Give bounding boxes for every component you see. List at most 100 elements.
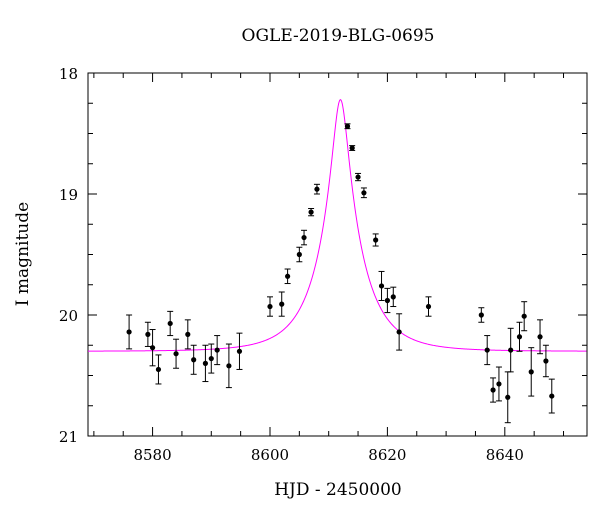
data-point bbox=[236, 332, 243, 370]
data-point bbox=[516, 321, 523, 352]
data-marker bbox=[361, 190, 367, 196]
axis-ticks bbox=[88, 72, 587, 437]
data-point bbox=[190, 344, 197, 375]
data-marker bbox=[543, 358, 549, 364]
data-marker bbox=[314, 186, 320, 192]
chart-title: OGLE-2019-BLG-0695 bbox=[242, 26, 435, 46]
data-marker bbox=[301, 234, 307, 241]
data-point bbox=[173, 338, 180, 369]
data-point bbox=[202, 344, 209, 383]
y-tick-label: 20 bbox=[59, 307, 78, 325]
data-marker bbox=[528, 369, 534, 375]
data-point bbox=[126, 314, 133, 350]
data-marker bbox=[191, 357, 197, 363]
data-point bbox=[155, 354, 162, 385]
data-marker bbox=[214, 347, 220, 353]
data-marker bbox=[208, 355, 214, 362]
data-marker bbox=[549, 393, 555, 399]
model-curve bbox=[87, 98, 587, 352]
data-point bbox=[208, 343, 215, 374]
plot-area: 8580 8600 8620 8640 18 19 20 21 bbox=[59, 65, 588, 464]
data-point bbox=[214, 335, 221, 366]
data-marker bbox=[202, 360, 209, 366]
data-point bbox=[495, 366, 502, 402]
data-point bbox=[396, 313, 403, 351]
data-marker bbox=[490, 387, 496, 393]
data-point bbox=[184, 319, 191, 350]
data-marker bbox=[226, 363, 232, 369]
data-marker bbox=[344, 123, 351, 129]
data-point bbox=[349, 145, 356, 151]
data-point bbox=[378, 270, 385, 301]
data-marker bbox=[236, 348, 243, 354]
data-marker bbox=[126, 329, 132, 335]
data-marker bbox=[296, 251, 302, 258]
data-marker bbox=[516, 334, 523, 340]
data-marker bbox=[496, 381, 502, 387]
data-point bbox=[144, 321, 151, 347]
data-point bbox=[542, 344, 549, 378]
data-point bbox=[301, 229, 308, 246]
data-point bbox=[490, 377, 497, 403]
data-point bbox=[278, 291, 285, 317]
data-points bbox=[126, 123, 555, 424]
data-point bbox=[313, 183, 320, 195]
data-marker bbox=[384, 297, 390, 304]
y-tick-labels: 18 19 20 21 bbox=[59, 65, 78, 446]
data-point bbox=[484, 335, 491, 366]
data-marker bbox=[149, 345, 156, 351]
x-tick-label: 8600 bbox=[251, 446, 289, 464]
x-tick-label: 8620 bbox=[368, 446, 406, 464]
data-marker bbox=[484, 347, 490, 353]
data-marker bbox=[396, 329, 402, 335]
data-marker bbox=[373, 237, 379, 243]
data-marker bbox=[185, 331, 191, 337]
data-marker bbox=[167, 320, 173, 327]
data-point bbox=[296, 246, 303, 263]
data-point bbox=[548, 378, 555, 414]
data-marker bbox=[537, 334, 543, 340]
data-point bbox=[372, 233, 379, 247]
x-tick-label: 8580 bbox=[133, 446, 171, 464]
data-marker bbox=[349, 145, 355, 151]
data-marker bbox=[508, 347, 514, 353]
data-point bbox=[308, 208, 315, 217]
y-tick-label: 19 bbox=[59, 186, 78, 204]
y-axis-label: I magnitude bbox=[13, 202, 33, 306]
data-marker bbox=[173, 351, 179, 357]
data-point bbox=[355, 172, 362, 182]
data-point bbox=[504, 371, 511, 424]
data-marker bbox=[155, 366, 162, 373]
data-marker bbox=[285, 273, 291, 279]
data-point bbox=[266, 296, 273, 317]
y-tick-label: 21 bbox=[59, 428, 78, 446]
data-point bbox=[149, 329, 156, 367]
data-point bbox=[390, 286, 397, 308]
data-marker bbox=[505, 394, 511, 400]
x-tick-labels: 8580 8600 8620 8640 bbox=[133, 446, 523, 464]
x-tick-label: 8640 bbox=[486, 446, 524, 464]
data-point bbox=[507, 327, 514, 373]
data-point bbox=[478, 307, 485, 323]
data-point bbox=[360, 187, 367, 199]
plot-frame bbox=[87, 72, 588, 437]
data-marker bbox=[355, 174, 361, 180]
data-point bbox=[425, 296, 432, 317]
data-point bbox=[528, 347, 535, 397]
data-point bbox=[521, 301, 528, 332]
data-point bbox=[167, 310, 174, 337]
data-marker bbox=[378, 283, 385, 289]
data-point bbox=[384, 287, 391, 314]
data-marker bbox=[478, 312, 484, 318]
data-point bbox=[284, 268, 291, 285]
y-tick-label: 18 bbox=[59, 65, 78, 83]
data-point bbox=[344, 123, 351, 130]
data-marker bbox=[390, 294, 396, 300]
data-marker bbox=[308, 209, 314, 215]
data-marker bbox=[425, 303, 432, 310]
data-marker bbox=[521, 313, 527, 319]
data-marker bbox=[145, 331, 151, 337]
data-point bbox=[537, 319, 544, 355]
x-axis-label: HJD - 2450000 bbox=[274, 480, 402, 500]
